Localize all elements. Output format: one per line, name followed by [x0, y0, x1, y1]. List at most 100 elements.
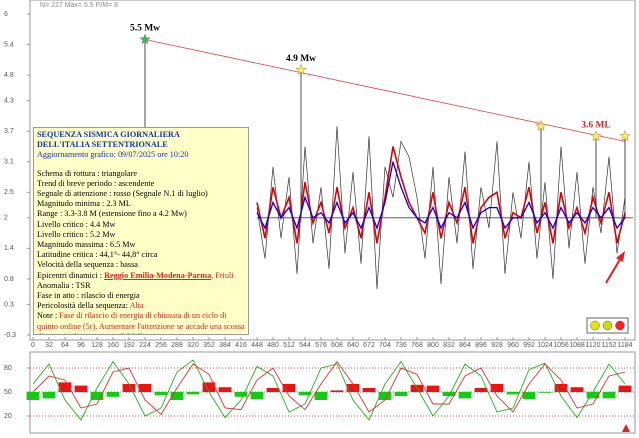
- bar: [426, 385, 440, 392]
- bar: [394, 392, 408, 396]
- bar: [42, 392, 56, 399]
- y-tick-label: 0.3: [4, 301, 14, 308]
- bar: [58, 382, 72, 392]
- y-tick-label: 4.3: [4, 97, 14, 104]
- info-value: 6.5 Mw: [110, 240, 136, 250]
- info-label: Trend di breve periodo :: [37, 178, 117, 188]
- y-tick-label: 3.1: [4, 159, 14, 166]
- bar: [234, 392, 248, 397]
- bar: [506, 392, 520, 395]
- x-tick-label: 1152: [601, 342, 616, 349]
- x-tick-label: 512: [283, 342, 295, 349]
- series-line: [256, 146, 626, 244]
- info-label: Velocità della sequenza :: [37, 260, 119, 270]
- x-tick-label: 736: [395, 342, 407, 349]
- x-tick-label: 256: [155, 342, 167, 349]
- signal-light: [590, 320, 600, 331]
- info-row: Pericolosità della sequenza: Alta: [37, 301, 245, 311]
- x-tick-label: 800: [427, 342, 439, 349]
- info-value: 5.2 Mw: [89, 229, 116, 239]
- x-tick-label: 416: [235, 342, 247, 349]
- info-row: Latitudine critica : 44,1°- 44,8° circa: [37, 250, 245, 260]
- info-label: Pericolosità della sequenza:: [37, 301, 128, 311]
- info-updated: Aggiornamento grafico: 09/07/2025 ore 10…: [37, 150, 189, 160]
- arrow: [605, 255, 623, 284]
- x-tick-label: 960: [507, 342, 519, 349]
- x-tick-label: 352: [203, 342, 215, 349]
- x-tick-label: 160: [107, 342, 119, 349]
- y-tick-label: -0.3: [4, 332, 16, 339]
- x-tick-label: 64: [61, 342, 69, 349]
- info-label: Magnitudo minima :: [37, 199, 105, 209]
- bar: [154, 392, 168, 396]
- signal-light: [615, 320, 625, 331]
- y-tick-label: 0.8: [4, 276, 14, 283]
- y-tick-label: 2.5: [4, 189, 14, 196]
- x-tick-label: 128: [91, 342, 103, 349]
- info-row: Schema di rottura : triangolare: [37, 169, 245, 179]
- info-title: SEQUENZA SISMICA GIORNALIERA: [37, 130, 180, 139]
- y-tick-label: 80: [4, 365, 12, 372]
- info-row: Trend di breve periodo : ascendente: [37, 179, 245, 189]
- y-tick-label: 5.4: [4, 41, 14, 48]
- bar: [314, 392, 328, 400]
- event-star: [295, 63, 307, 76]
- event-label: 3.6 ML: [581, 120, 611, 130]
- info-row: Magnitudo minima : 2.3 ML: [37, 199, 245, 209]
- x-tick-label: 1184: [617, 342, 632, 349]
- bar: [602, 392, 616, 399]
- x-tick-label: 992: [523, 342, 535, 349]
- bar: [298, 392, 312, 396]
- bar: [458, 392, 472, 399]
- x-tick-label: 672: [363, 342, 375, 349]
- info-row: Note : Fase di rilascio di energia di ch…: [37, 311, 245, 334]
- bar: [330, 390, 344, 392]
- info-label: Note :: [37, 311, 58, 321]
- bar: [170, 392, 184, 400]
- x-tick-label: 896: [475, 342, 487, 349]
- bar: [362, 388, 376, 392]
- main-plot: 6 5.4 4.8 4.3 3.7 3.1 2.5 2 1.4 0.8 0.3 -0.3 0 32 64 96…: [4, 11, 633, 349]
- info-value: Fase di rilascio di energia di chiusura …: [37, 311, 245, 334]
- x-tick-label: 832: [443, 342, 455, 349]
- info-label: Epicentri dinamici :: [37, 270, 103, 280]
- info-value: ascendente: [118, 178, 155, 188]
- bar: [250, 392, 264, 400]
- info-label: Fase in atto :: [37, 291, 80, 301]
- info-value: 44,1°- 44,8° circa: [99, 250, 158, 260]
- bar: [538, 392, 552, 393]
- event-label: 5.5 Mw: [130, 24, 160, 34]
- oscillator-plot: 80 50 20: [4, 359, 635, 421]
- bar: [266, 388, 280, 392]
- info-row: Livello critico : 4.4 Mw: [37, 220, 245, 230]
- x-tick-label: 544: [299, 342, 311, 349]
- x-tick-label: 384: [219, 342, 231, 349]
- info-row: Range : 3.3-3.8 M (estensione fino a 4.2…: [37, 209, 245, 219]
- x-tick-label: 576: [315, 342, 327, 349]
- x-tick-label: 928: [491, 342, 503, 349]
- info-label: Magnitudo massima :: [37, 240, 108, 250]
- arrow-head: [616, 251, 625, 262]
- info-value: 3.3-3.8 M (estensione fino a 4.2 Mw): [64, 209, 187, 219]
- x-tick-label: 96: [77, 342, 85, 349]
- info-value: Alta: [129, 301, 144, 311]
- info-label: Schema di rottura :: [37, 168, 100, 178]
- x-tick-label: 448: [251, 342, 263, 349]
- x-tick-label: 320: [187, 342, 199, 349]
- x-tick-label: 32: [45, 342, 53, 349]
- x-tick-label: 640: [347, 342, 359, 349]
- info-row: Segnale di attenzione : rosso (Segnale N…: [37, 189, 245, 199]
- bar: [218, 387, 232, 392]
- bar: [490, 384, 504, 392]
- series-line: [256, 161, 626, 231]
- bar: [474, 388, 488, 392]
- info-rows: Schema di rottura : triangolare Trend di …: [37, 169, 245, 334]
- info-label: Livello critico :: [37, 229, 88, 239]
- info-value: 2.3 ML: [106, 199, 131, 209]
- marker-triangle: [622, 424, 630, 432]
- info-label: Latitudine critica :: [37, 250, 98, 260]
- info-row: Livello critico : 5.2 Mw: [37, 230, 245, 240]
- x-tick-label: 192: [123, 342, 135, 349]
- bar: [282, 384, 296, 392]
- info-row: Epicentri dinamici : Reggio Emilia-Moden…: [37, 271, 245, 281]
